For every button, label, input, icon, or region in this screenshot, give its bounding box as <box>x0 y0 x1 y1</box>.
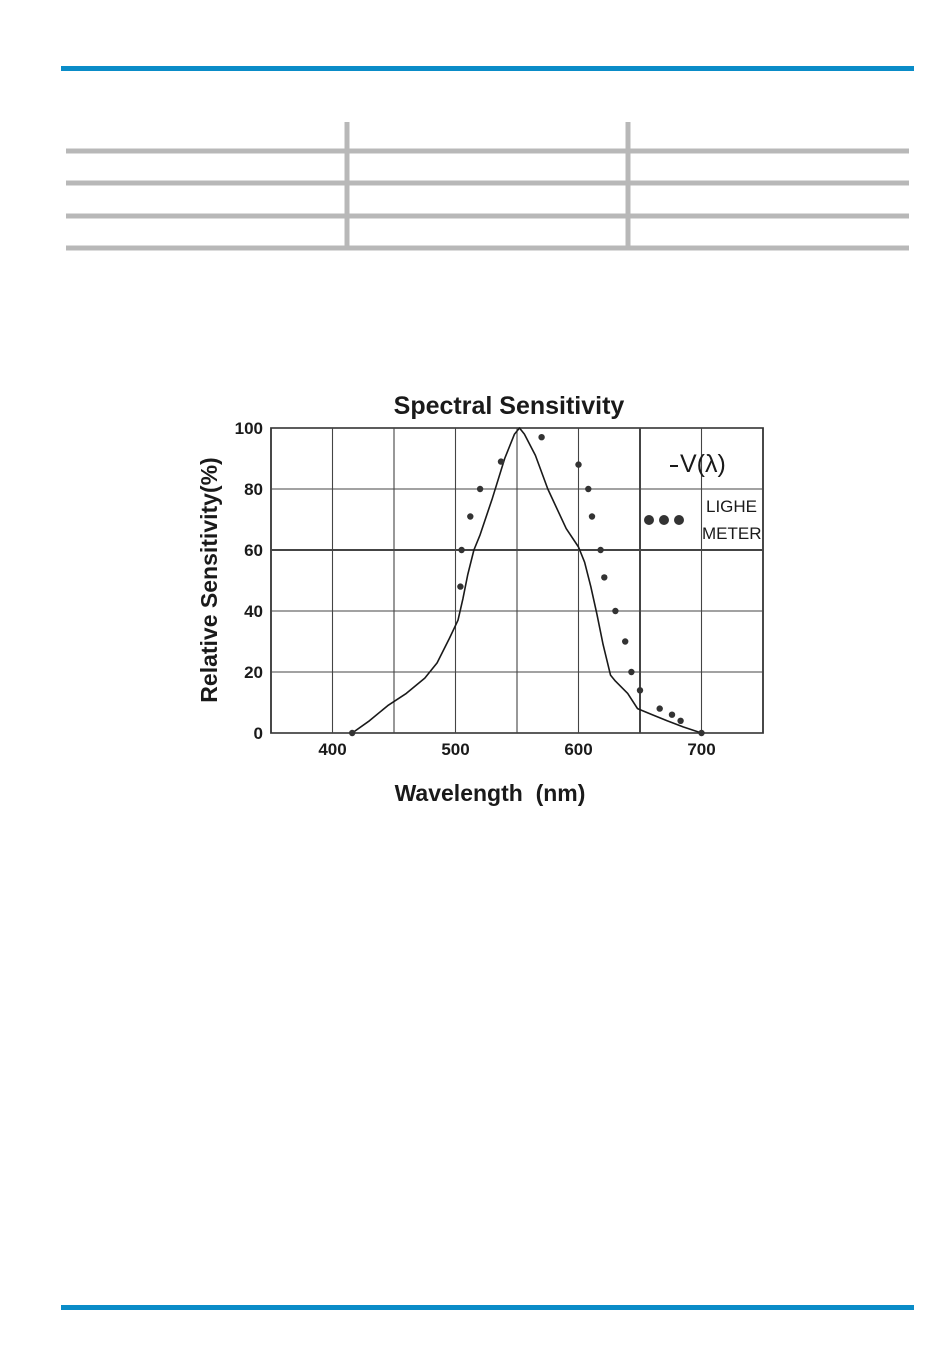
y-tick-label: 80 <box>244 480 263 499</box>
series-point-light-meter <box>457 583 464 590</box>
y-tick-label: 100 <box>235 419 263 438</box>
x-tick-label: 700 <box>687 740 715 759</box>
series-line-v-lambda <box>351 427 702 734</box>
y-tick-label: 40 <box>244 602 263 621</box>
series-point-light-meter <box>668 711 676 718</box>
series-point-light-meter <box>656 705 663 712</box>
series-point-light-meter <box>458 546 465 554</box>
legend-dot-2 <box>659 515 669 525</box>
series-point-light-meter <box>585 485 592 493</box>
series-point-light-meter <box>628 668 635 676</box>
spec-table-grid <box>66 122 909 251</box>
series-point-light-meter <box>467 513 474 520</box>
spectral-sensitivity-chart: Spectral Sensitivity 0 20 40 60 80 100 400 500 6… <box>196 392 764 806</box>
y-tick-label: 0 <box>254 724 263 743</box>
chart-title: Spectral Sensitivity <box>394 392 625 420</box>
y-tick-label: 60 <box>244 541 263 560</box>
series-point-light-meter <box>588 513 596 520</box>
chart-grid <box>270 427 764 734</box>
plot-area <box>349 427 705 737</box>
series-point-light-meter <box>698 729 705 737</box>
axis-ticks: 0 20 40 60 80 100 400 500 600 700 <box>235 419 716 759</box>
series-point-light-meter <box>476 485 484 493</box>
x-tick-label: 600 <box>564 740 592 759</box>
legend-dots-label-line2: METER <box>702 524 762 543</box>
y-axis-title: Relative Sensitivity(%) <box>196 457 222 702</box>
series-point-light-meter <box>497 458 505 465</box>
series-point-light-meter <box>677 717 684 724</box>
x-tick-label: 400 <box>318 740 346 759</box>
series-point-light-meter <box>575 461 582 468</box>
series-point-light-meter <box>601 574 608 581</box>
series-point-light-meter <box>622 638 629 645</box>
series-point-light-meter <box>612 607 619 615</box>
legend-dots-label-line1: LIGHE <box>706 497 757 516</box>
y-tick-label: 20 <box>244 663 263 682</box>
x-tick-label: 500 <box>441 740 469 759</box>
bottom-accent-rule <box>61 1305 914 1310</box>
legend-dot-3 <box>674 515 684 525</box>
series-point-light-meter <box>636 687 644 694</box>
chart-legend: V(λ) LIGHE METER <box>644 450 762 543</box>
legend-line-label: V(λ) <box>680 450 726 478</box>
legend-dot-1 <box>644 515 654 525</box>
top-accent-rule <box>61 66 914 71</box>
series-point-light-meter <box>597 546 604 554</box>
x-axis-title: Wavelength (nm) <box>395 780 586 806</box>
series-point-light-meter <box>349 729 356 737</box>
series-point-light-meter <box>538 434 545 441</box>
